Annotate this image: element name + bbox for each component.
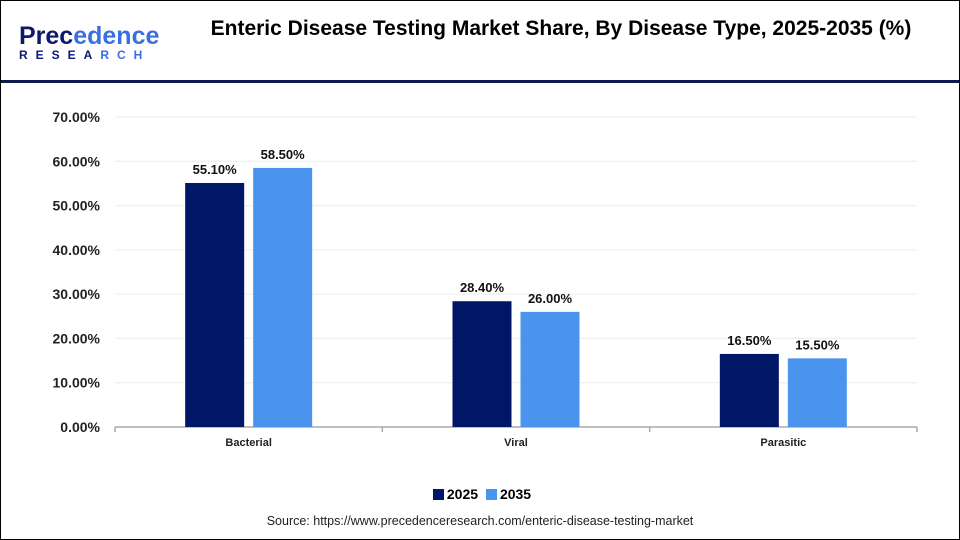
bar-2035-bacterial <box>253 167 313 427</box>
chart-title: Enteric Disease Testing Market Share, By… <box>210 17 912 40</box>
bar-2025-viral <box>452 301 512 427</box>
y-tick-label: 70.00% <box>53 109 101 125</box>
x-tick-label: Bacterial <box>225 437 271 449</box>
x-tick-label: Parasitic <box>760 437 806 449</box>
y-tick-label: 40.00% <box>53 242 101 258</box>
y-tick-label: 50.00% <box>53 198 101 214</box>
y-tick-label: 10.00% <box>53 375 101 391</box>
y-tick-label: 0.00% <box>60 419 100 435</box>
data-label: 15.50% <box>795 337 840 352</box>
y-tick-label: 60.00% <box>53 153 101 169</box>
data-label: 28.40% <box>460 280 505 295</box>
bar-2025-parasitic <box>719 353 779 427</box>
precedence-research-logo: Precedence RESEARCH <box>19 22 160 62</box>
bar-2025-bacterial <box>185 182 245 427</box>
legend-swatch-2035 <box>485 489 497 500</box>
y-tick-label: 20.00% <box>53 330 101 346</box>
data-label: 16.50% <box>727 333 772 348</box>
legend-label-2035: 2035 <box>499 486 532 502</box>
legend: 2025 2035 <box>1 486 959 502</box>
data-label: 58.50% <box>261 147 306 162</box>
source-text: Source: https://www.precedenceresearch.c… <box>266 514 694 528</box>
bar-2035-viral <box>520 311 580 427</box>
data-label: 26.00% <box>528 291 573 306</box>
data-label: 55.10% <box>193 162 238 177</box>
bar-2035-parasitic <box>787 358 847 427</box>
legend-label-2025: 2025 <box>446 486 479 502</box>
legend-swatch-2025 <box>432 489 444 500</box>
bar-chart: 0.00% 10.00% 20.00% 30.00% 40.00% 50.00% 60.00… <box>53 109 918 449</box>
header-divider <box>1 80 959 83</box>
y-tick-label: 30.00% <box>53 286 101 302</box>
x-tick-label: Viral <box>504 437 528 449</box>
